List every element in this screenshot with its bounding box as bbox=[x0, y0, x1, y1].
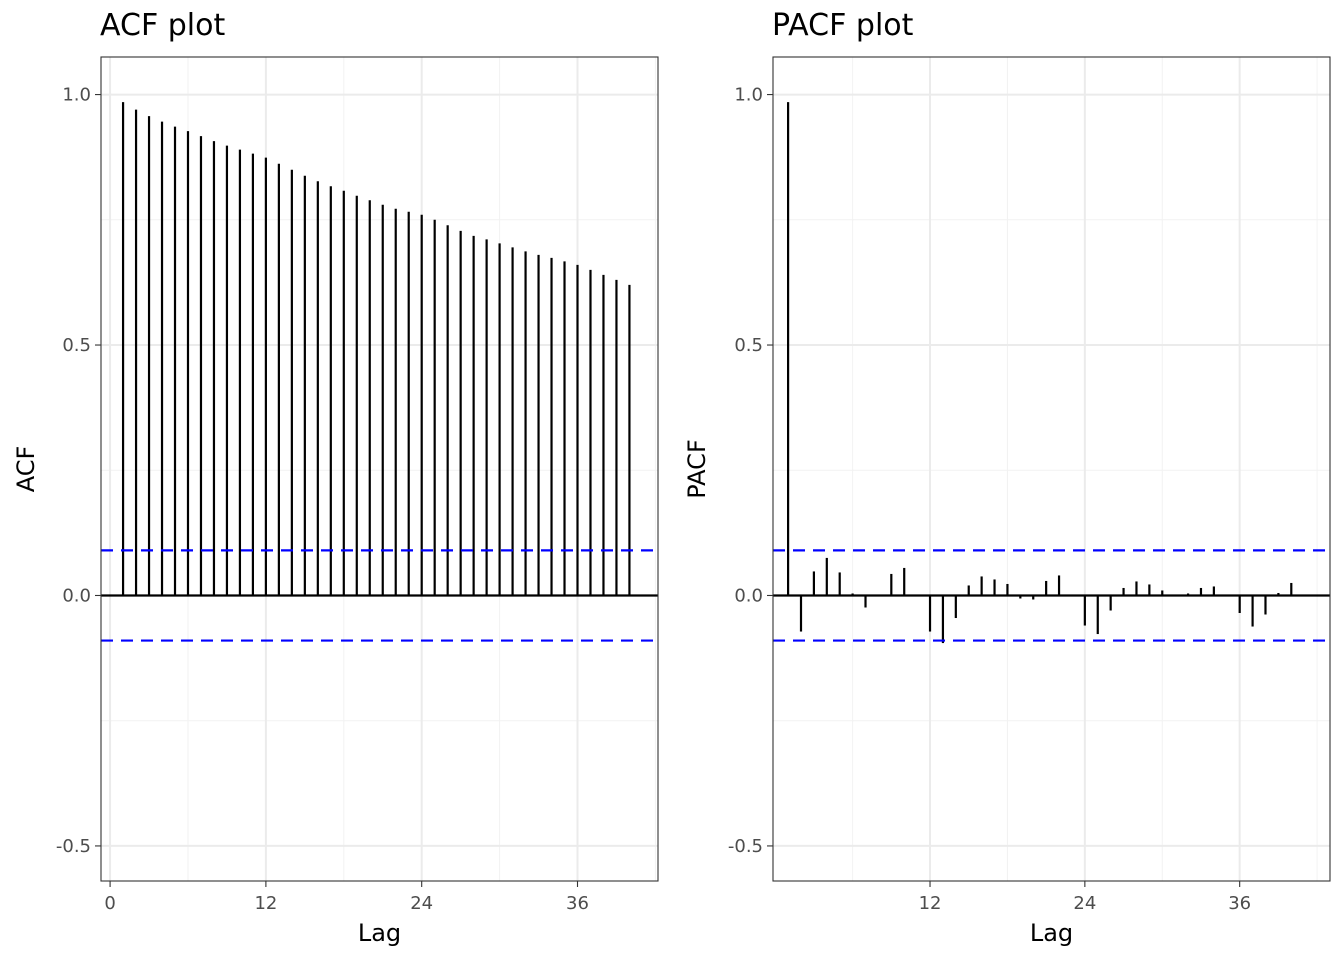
acf-y-axis-title: ACF bbox=[12, 446, 40, 493]
acf-y-tick-label: 1.0 bbox=[62, 85, 91, 106]
acf-x-tick-label: 12 bbox=[254, 893, 277, 914]
pacf-y-tick-label: 1.0 bbox=[734, 85, 763, 106]
acf-y-tick-label: 0.5 bbox=[62, 335, 91, 356]
pacf-y-tick-label: -0.5 bbox=[728, 836, 763, 857]
acf-x-tick-label: 0 bbox=[104, 893, 115, 914]
acf-gridlines bbox=[101, 57, 658, 881]
pacf-y-tick-label: 0.5 bbox=[734, 335, 763, 356]
pacf-y-tick-label: 0.0 bbox=[734, 585, 763, 606]
pacf-chart: PACF plot Lag PACF -0.5 0.0 0.5 1.0 12 24 36 bbox=[683, 8, 1331, 947]
pacf-x-tick-label: 12 bbox=[919, 893, 942, 914]
acf-axes: -0.5 0.0 0.5 1.0 0 12 24 36 bbox=[56, 56, 659, 914]
acf-chart: ACF plot Lag ACF -0.5 0.0 0.5 1.0 0 12 24 36 bbox=[12, 8, 659, 947]
pacf-x-tick-label: 24 bbox=[1073, 893, 1096, 914]
acf-x-tick-label: 36 bbox=[566, 893, 589, 914]
pacf-y-axis-title: PACF bbox=[683, 439, 711, 499]
acf-y-tick-label: -0.5 bbox=[56, 836, 91, 857]
pacf-x-tick-label: 36 bbox=[1228, 893, 1251, 914]
acf-marks bbox=[101, 102, 658, 642]
acf-x-tick-label: 24 bbox=[410, 893, 433, 914]
pacf-panel-border bbox=[772, 56, 1331, 882]
acf-x-axis-title: Lag bbox=[358, 919, 401, 947]
pacf-chart-title: PACF plot bbox=[772, 8, 914, 43]
pacf-x-axis-title: Lag bbox=[1030, 919, 1073, 947]
pacf-axes: -0.5 0.0 0.5 1.0 12 24 36 bbox=[728, 56, 1331, 914]
acf-y-tick-label: 0.0 bbox=[62, 585, 91, 606]
acf-panel-border bbox=[100, 56, 659, 882]
pacf-marks bbox=[773, 102, 1330, 644]
pacf-gridlines bbox=[773, 57, 1330, 881]
acf-chart-title: ACF plot bbox=[100, 8, 225, 43]
